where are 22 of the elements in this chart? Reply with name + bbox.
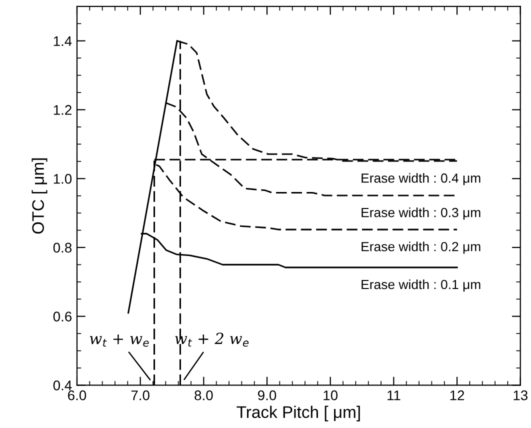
y-axis-title: OTC [ μm] xyxy=(32,158,48,234)
x-tick-label: 13 xyxy=(514,390,528,400)
annotation: w$_{t}$ + w$_{e}$ xyxy=(90,334,149,347)
series-label: Erase width : 0.4 μm xyxy=(362,173,480,186)
series-label: Erase width : 0.2 μm xyxy=(362,242,480,254)
x-tick-label: 8.0 xyxy=(194,390,213,400)
series-label: Erase width : 0.3 μm xyxy=(362,208,480,220)
x-tick-label: 7.0 xyxy=(131,390,150,400)
y-tick-label: 1.4 xyxy=(54,36,72,46)
series-label: Erase width : 0.1 μm xyxy=(362,279,480,292)
x-tick-label: 10 xyxy=(324,390,338,400)
x-axis-title: Track Pitch [ μm] xyxy=(236,406,360,422)
y-tick-label: 0.8 xyxy=(53,242,72,253)
x-tick-label: 6.0 xyxy=(68,390,86,400)
annotation: w$_{t}$ + 2 w$_{e}$ xyxy=(175,332,249,347)
y-tick-label: 1.0 xyxy=(54,174,72,184)
y-tick-label: 1.2 xyxy=(54,105,72,115)
y-tick-label: 0.6 xyxy=(53,312,72,322)
x-tick-label: 9.0 xyxy=(258,390,276,400)
x-tick-label: 11 xyxy=(388,390,400,400)
y-tick-label: 0.4 xyxy=(53,380,72,390)
x-tick-label: 12 xyxy=(450,390,464,400)
